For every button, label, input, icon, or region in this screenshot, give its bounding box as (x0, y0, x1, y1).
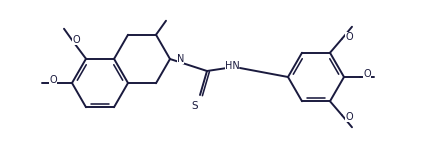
Text: N: N (177, 54, 184, 64)
Text: O: O (72, 35, 80, 45)
Text: O: O (345, 112, 352, 122)
Text: O: O (363, 69, 371, 79)
Text: S: S (192, 101, 198, 111)
Text: O: O (49, 75, 57, 85)
Text: HN: HN (225, 61, 239, 71)
Text: O: O (345, 32, 352, 42)
